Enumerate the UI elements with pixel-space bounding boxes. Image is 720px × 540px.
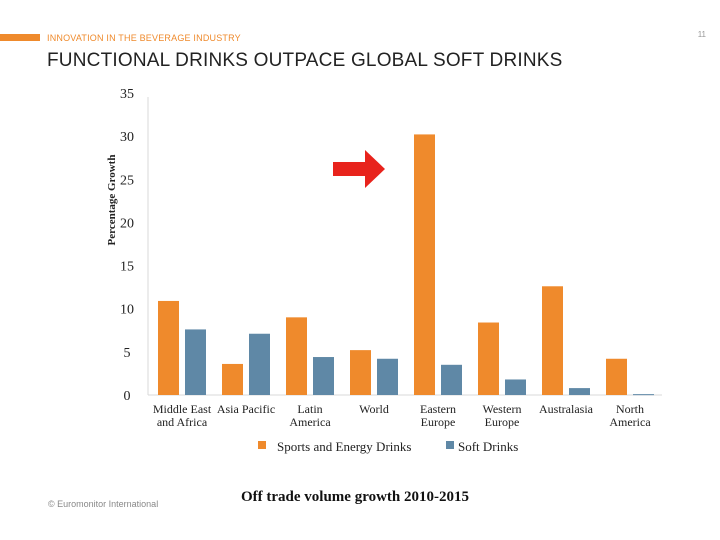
section-label: INNOVATION IN THE BEVERAGE INDUSTRY xyxy=(47,33,241,43)
y-tick-label: 5 xyxy=(124,346,131,361)
accent-bar xyxy=(0,34,40,41)
x-tick-label: Middle East and Africa xyxy=(153,402,212,429)
y-tick-label: 0 xyxy=(124,389,131,404)
red-arrow-icon xyxy=(333,150,385,188)
x-tick-label: Latin America xyxy=(289,402,331,429)
bar-sports-energy xyxy=(286,317,307,395)
x-tick-label-line: Western xyxy=(482,402,521,416)
bar-soft-drinks xyxy=(313,357,334,395)
x-tick-label-line: America xyxy=(609,415,651,429)
bar-soft-drinks xyxy=(441,364,462,395)
x-tick-label: North America xyxy=(609,402,651,429)
x-tick-label-line: and Africa xyxy=(157,415,208,429)
x-tick-label-line: America xyxy=(289,415,331,429)
y-tick-label: 30 xyxy=(120,130,134,145)
y-axis-label: Percentage Growth xyxy=(106,155,118,246)
x-tick-label-line: World xyxy=(359,402,389,416)
x-tick-label-line: Latin xyxy=(297,402,322,416)
bars xyxy=(158,134,654,396)
x-tick-label: Australasia xyxy=(539,402,594,416)
x-tick-label-line: Europe xyxy=(421,415,456,429)
bar-sports-energy xyxy=(222,363,243,395)
bar-soft-drinks xyxy=(569,388,590,395)
legend: Sports and Energy Drinks Soft Drinks xyxy=(258,439,518,454)
bar-sports-energy xyxy=(414,134,435,395)
bar-sports-energy xyxy=(158,300,179,395)
bar-sports-energy xyxy=(542,286,563,395)
x-tick-label-line: Europe xyxy=(485,415,520,429)
legend-swatch xyxy=(446,441,454,449)
bar-soft-drinks xyxy=(185,329,206,395)
source-note: © Euromonitor International xyxy=(48,499,159,509)
y-tick-label: 15 xyxy=(120,260,134,275)
legend-label: Soft Drinks xyxy=(458,439,518,454)
x-tick-label-line: Eastern xyxy=(420,402,456,416)
bar-sports-energy xyxy=(606,358,627,395)
legend-swatch xyxy=(258,441,266,449)
x-tick-label-line: Australasia xyxy=(539,402,594,416)
x-tick-label: Western Europe xyxy=(482,402,521,429)
x-tick-label-line: North xyxy=(616,402,644,416)
x-tick-label: Eastern Europe xyxy=(420,402,456,429)
x-tick-label: World xyxy=(359,402,389,416)
bar-soft-drinks xyxy=(377,358,398,395)
page-number: 11 xyxy=(697,30,706,39)
chart-caption: Off trade volume growth 2010-2015 xyxy=(0,489,720,506)
bar-soft-drinks xyxy=(505,379,526,395)
y-axis-ticks: 0 5 10 15 20 25 30 35 xyxy=(120,87,134,404)
x-tick-label-line: Middle East xyxy=(153,402,212,416)
bar-soft-drinks xyxy=(249,333,270,395)
page-title: FUNCTIONAL DRINKS OUTPACE GLOBAL SOFT DR… xyxy=(47,50,563,71)
x-tick-label-line: Asia Pacific xyxy=(217,402,275,416)
chart-caption-text: Off trade volume growth 2010-2015 xyxy=(240,489,470,505)
bar-soft-drinks xyxy=(633,394,654,396)
y-tick-label: 25 xyxy=(120,173,134,188)
bar-chart: 0 5 10 15 20 25 30 35 Percentage Growth Middle … xyxy=(106,87,662,454)
legend-label: Sports and Energy Drinks xyxy=(277,439,411,454)
bar-sports-energy xyxy=(350,350,371,395)
y-tick-label: 35 xyxy=(120,87,134,102)
bar-sports-energy xyxy=(478,322,499,395)
y-tick-label: 10 xyxy=(120,303,134,318)
y-tick-label: 20 xyxy=(120,216,134,231)
x-tick-label: Asia Pacific xyxy=(217,402,275,416)
